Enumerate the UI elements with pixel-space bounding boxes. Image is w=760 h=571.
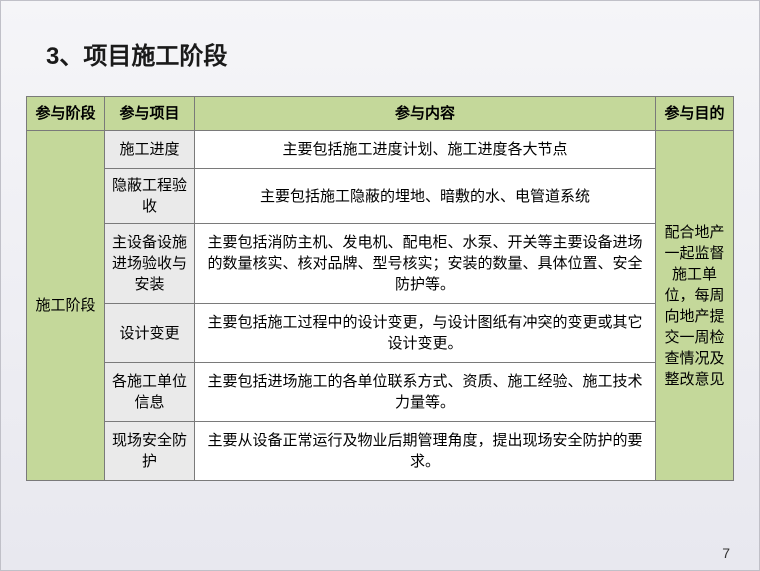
construction-phase-table: 参与阶段 参与项目 参与内容 参与目的 施工阶段 施工进度 主要包括施工进度计划… <box>26 96 734 481</box>
cell-content: 主要包括施工隐蔽的埋地、暗敷的水、电管道系统 <box>195 169 656 224</box>
cell-item: 主设备设施进场验收与安装 <box>105 224 195 304</box>
header-item: 参与项目 <box>105 97 195 131</box>
cell-item: 施工进度 <box>105 131 195 169</box>
header-content: 参与内容 <box>195 97 656 131</box>
header-purpose: 参与目的 <box>656 97 734 131</box>
table-row: 主设备设施进场验收与安装 主要包括消防主机、发电机、配电柜、水泵、开关等主要设备… <box>27 224 734 304</box>
cell-item: 隐蔽工程验收 <box>105 169 195 224</box>
table-row: 现场安全防护 主要从设备正常运行及物业后期管理角度，提出现场安全防护的要求。 <box>27 422 734 481</box>
table-row: 施工阶段 施工进度 主要包括施工进度计划、施工进度各大节点 配合地产一起监督施工… <box>27 131 734 169</box>
slide-title: 3、项目施工阶段 <box>46 36 734 71</box>
cell-content: 主要包括施工进度计划、施工进度各大节点 <box>195 131 656 169</box>
cell-item: 现场安全防护 <box>105 422 195 481</box>
cell-purpose: 配合地产一起监督施工单位，每周向地产提交一周检查情况及整改意见 <box>656 131 734 481</box>
cell-content: 主要包括进场施工的各单位联系方式、资质、施工经验、施工技术力量等。 <box>195 363 656 422</box>
cell-item: 设计变更 <box>105 304 195 363</box>
table-row: 设计变更 主要包括施工过程中的设计变更，与设计图纸有冲突的变更或其它设计变更。 <box>27 304 734 363</box>
cell-phase: 施工阶段 <box>27 131 105 481</box>
table-header-row: 参与阶段 参与项目 参与内容 参与目的 <box>27 97 734 131</box>
cell-item: 各施工单位信息 <box>105 363 195 422</box>
cell-content: 主要包括施工过程中的设计变更，与设计图纸有冲突的变更或其它设计变更。 <box>195 304 656 363</box>
slide: 3、项目施工阶段 参与阶段 参与项目 参与内容 参与目的 施工阶段 施工进度 主… <box>0 0 760 571</box>
header-phase: 参与阶段 <box>27 97 105 131</box>
table-row: 隐蔽工程验收 主要包括施工隐蔽的埋地、暗敷的水、电管道系统 <box>27 169 734 224</box>
table-row: 各施工单位信息 主要包括进场施工的各单位联系方式、资质、施工经验、施工技术力量等… <box>27 363 734 422</box>
cell-content: 主要从设备正常运行及物业后期管理角度，提出现场安全防护的要求。 <box>195 422 656 481</box>
cell-content: 主要包括消防主机、发电机、配电柜、水泵、开关等主要设备进场的数量核实、核对品牌、… <box>195 224 656 304</box>
page-number: 7 <box>722 545 730 561</box>
